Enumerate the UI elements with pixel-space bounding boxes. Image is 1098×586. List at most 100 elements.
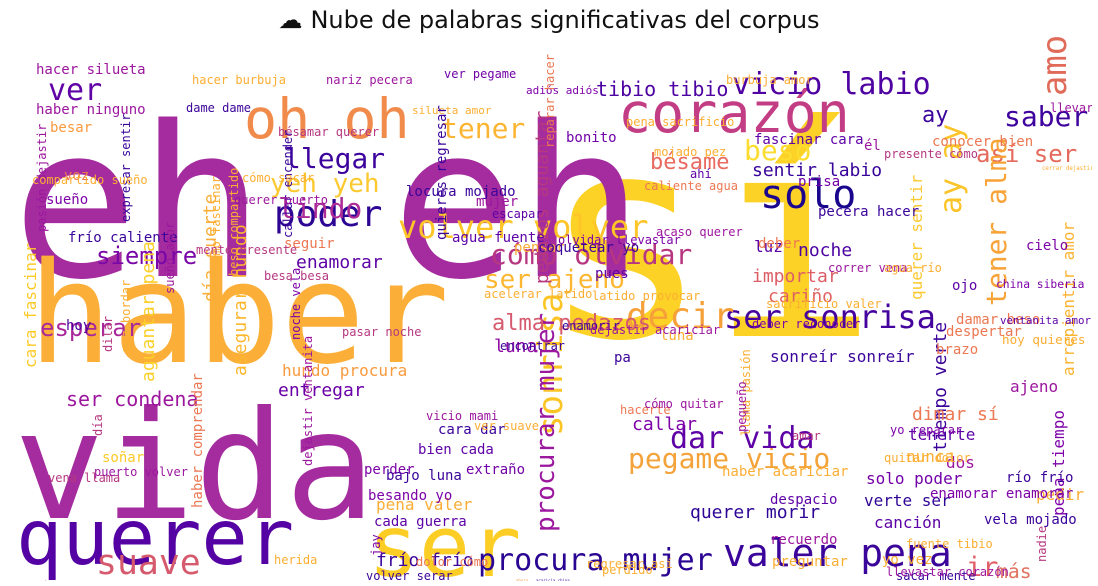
cloud-word: bien cada: [418, 442, 494, 458]
cloud-word: siempre: [96, 242, 197, 270]
cloud-word: locura mojado: [406, 184, 516, 200]
cloud-word: noche vela: [289, 268, 303, 340]
cloud-word: tiempo verte: [930, 322, 951, 452]
cloud-word: acaricia china: [536, 578, 570, 581]
cloud-word: pa: [614, 350, 631, 366]
cloud-word: pecera hacer: [818, 204, 919, 220]
cloud-word: haber acariciar: [722, 464, 848, 480]
cloud-word: tener alma: [980, 137, 1013, 306]
cloud-word: nadie: [1035, 526, 1049, 562]
cloud-word: seguir: [284, 236, 335, 252]
cloud-word: beso compartido: [227, 168, 241, 276]
cloud-word: hundo procura: [282, 361, 407, 380]
cloud-word: hacer burbuja: [192, 73, 286, 87]
cloud-word: ojo: [952, 278, 977, 294]
cloud-word: llevastar corazón: [886, 565, 1009, 579]
cloud-word: río frío: [1006, 470, 1073, 486]
cloud-word: querer puerto: [234, 193, 328, 207]
cloud-word: cielo: [1026, 238, 1068, 254]
cloud-word: vena llama: [48, 471, 120, 485]
cloud-word: herida: [274, 553, 317, 567]
cloud-word: eh eh: [12, 81, 644, 326]
cloud-word: sacar mente: [896, 569, 975, 581]
cloud-word: oh oh: [244, 87, 410, 151]
cloud-word: perder: [364, 462, 415, 478]
cloud-word: preguntar: [772, 554, 848, 570]
cloud-word: entregar: [278, 380, 365, 401]
cloud-word: adiós adiós: [526, 84, 599, 97]
cloud-word: decir: [626, 296, 734, 337]
cloud-word: pensar: [514, 240, 565, 256]
cloud-word: enamorar: [296, 252, 383, 273]
cloud-word: mojado pez: [654, 145, 726, 159]
cloud-word: pequeño: [735, 381, 749, 432]
cloud-word: enamorir: [562, 319, 620, 333]
cloud-word: ahí: [690, 167, 712, 181]
cloud-word: bajo luna: [386, 468, 462, 484]
cloud-word: querer: [16, 494, 294, 581]
cloud-word: agua fuente: [452, 230, 545, 246]
cloud-word: fuente tibio: [906, 537, 993, 551]
cloud-word: despertar: [946, 324, 1022, 340]
cloud-word: ay ay: [934, 124, 969, 214]
cloud-word: frío frío: [376, 550, 474, 571]
cloud-word: dos: [946, 453, 975, 472]
word-cloud-area: ser sí eh eh haber vida amor querer suave ir oh o…: [6, 36, 1092, 581]
cloud-word: ser condena: [66, 387, 198, 411]
cloud-word: volver volver: [398, 208, 648, 246]
cloud-word: cómo olvidar: [490, 238, 692, 271]
cloud-word: más: [996, 560, 1032, 581]
cloud-word: pez bordar: [119, 280, 133, 352]
cloud-word: ver: [48, 73, 102, 108]
cloud-word: ver pegame: [444, 67, 516, 81]
cloud-word: acelerar latido: [484, 287, 592, 301]
cloud-word: luna: [494, 336, 537, 357]
cloud-word: así ser: [976, 140, 1077, 168]
cloud-word: luna: [660, 328, 694, 344]
cloud-word: ir: [966, 552, 998, 581]
cloud-word: brazo: [936, 342, 978, 358]
cloud-word: bésamar querer: [278, 125, 379, 139]
cloud-word: tener: [441, 112, 525, 145]
cloud-word: jay: [369, 534, 383, 556]
cloud-word: pedazos aguantar: [532, 110, 553, 284]
cloud-word: yo vez: [882, 552, 933, 568]
cloud-word: llevar: [1050, 101, 1092, 115]
cloud-word: sueño: [46, 192, 88, 208]
cloud-word: expresar sentir: [119, 114, 133, 222]
cloud-word: cómo fascinar: [209, 176, 223, 270]
cloud-word: tenerte: [908, 425, 975, 444]
cloud-word: amor: [1035, 36, 1074, 96]
cloud-word: china siberia: [996, 278, 1084, 291]
cloud-word: deber: [758, 236, 800, 252]
cloud-word: hoy quieres: [1002, 332, 1085, 347]
cloud-word: noche: [798, 240, 852, 261]
cloud-word: dejastir ventanita: [301, 336, 315, 466]
cloud-word: cerrar dejastir: [1042, 166, 1092, 172]
cloud-word: deber reconocer: [752, 317, 860, 331]
cloud-word: encontrar: [500, 339, 565, 353]
cloud-word: vela mojado: [984, 512, 1077, 528]
cloud-word: así: [38, 579, 47, 581]
cloud-word: pena sacrificio: [626, 115, 734, 129]
cloud-word: quitar dolor: [884, 451, 971, 465]
cloud-word: agua río: [884, 261, 942, 275]
cloud-word: latido provocar: [592, 289, 700, 303]
cloud-word: dimar sí: [912, 404, 999, 425]
cloud-word: canción: [874, 513, 941, 532]
cloud-word: verte ser: [864, 491, 951, 510]
cloud-word: olvidar llevastar: [558, 233, 681, 247]
cloud-word: vicio labio: [732, 67, 931, 102]
cloud-word: dar vida: [670, 421, 815, 456]
cloud-word: haber: [28, 233, 449, 396]
cloud-word: cómo sacar: [242, 171, 314, 185]
cloud-word: cara dar: [438, 422, 505, 438]
cloud-word: cariño: [768, 286, 833, 307]
figure-title-text: Nube de palabras significativas del corp…: [310, 6, 820, 34]
cloud-word: escapar: [492, 207, 543, 221]
cloud-word: hacerte: [620, 403, 671, 417]
cloud-word: ventanita amor: [1000, 314, 1092, 327]
cloud-word: yo reparar: [890, 423, 962, 437]
